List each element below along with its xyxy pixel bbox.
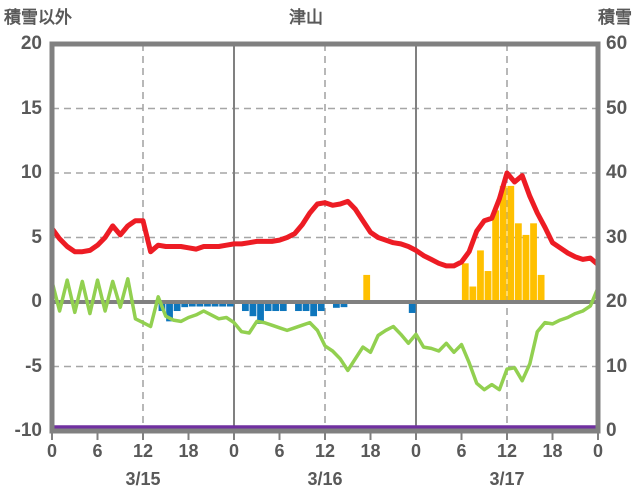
x-axis-hour-tick: 18 [360,441,381,461]
left-axis-tick: 0 [31,291,42,312]
x-axis-hour-tick: 12 [314,441,336,461]
right-axis-tick: 60 [606,33,628,54]
x-axis-hour-tick: 12 [496,441,518,461]
left-axis-tick: -10 [14,420,42,441]
chart-title: 津山 [289,8,323,27]
left-axis-tick: 5 [31,226,42,248]
x-axis-hour-tick: 6 [92,441,103,461]
x-axis-date-label: 3/17 [489,469,525,489]
right-axis-tick: 50 [606,97,628,119]
left-axis-title: 積雪以外 [4,8,72,27]
x-axis-hour-tick: 18 [542,441,563,461]
left-axis-tick: 20 [20,33,42,54]
left-axis-tick: 15 [20,97,42,119]
right-axis-tick: 30 [606,226,628,248]
x-axis-date-label: 3/16 [307,469,343,489]
x-axis-hour-tick: 0 [228,441,239,461]
x-axis-hour-tick: 0 [410,441,421,461]
x-axis-hour-tick: 0 [46,441,57,461]
x-axis-hour-tick: 0 [592,441,603,461]
right-axis-tick: 20 [606,291,628,312]
left-axis-tick: -5 [25,355,42,377]
right-axis-tick: 10 [606,355,628,377]
x-axis-hour-tick: 6 [456,441,467,461]
x-axis-hour-tick: 6 [274,441,285,461]
x-axis-date-label: 3/15 [125,469,161,489]
x-axis-hour-tick: 12 [132,441,154,461]
right-axis-title: 積雪 [598,8,632,27]
left-axis-tick: 10 [20,162,42,183]
x-axis-hour-tick: 18 [178,441,199,461]
right-axis-tick: 40 [606,162,628,183]
right-axis-tick: 0 [606,420,617,441]
